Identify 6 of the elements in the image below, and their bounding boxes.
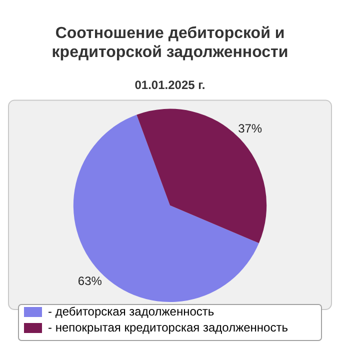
data-label: 63% [78, 274, 102, 288]
chart-title: Соотношение дебиторской и кредиторской задолженности [52, 25, 288, 62]
legend-label: - дебиторская задолженность [48, 304, 214, 318]
chart-subtitle: 01.01.2025 г. [134, 78, 206, 92]
legend-label: - непокрытая кредиторская задолженность [48, 320, 288, 334]
data-label: 37% [238, 121, 262, 136]
